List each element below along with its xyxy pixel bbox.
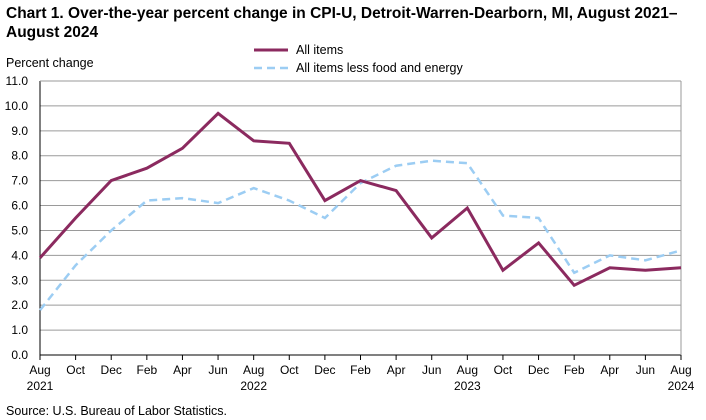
y-tick-label: 9.0 [11, 124, 28, 138]
y-tick-label: 6.0 [11, 199, 28, 213]
x-tick-label: Feb [564, 363, 585, 377]
y-tick-label: 10.0 [5, 99, 29, 113]
y-axis-label: Percent change [6, 56, 94, 70]
y-tick-label: 3.0 [11, 273, 28, 287]
x-tick-label: Aug [670, 363, 691, 377]
legend-label-1: All items [296, 43, 343, 57]
series-layer [38, 111, 682, 311]
x-tick-year: 2022 [240, 379, 267, 393]
legend: All items All items less food and energy [254, 43, 464, 75]
gridlines [40, 80, 681, 331]
x-tick-label: Oct [494, 363, 513, 377]
x-tick-year: 2021 [27, 379, 54, 393]
x-tick-label: Dec [101, 363, 122, 377]
x-tick-label: Aug [29, 363, 50, 377]
x-tick-label: Feb [136, 363, 157, 377]
x-tick-label: Dec [528, 363, 549, 377]
x-tick-label: Oct [66, 363, 85, 377]
legend-label-2: All items less food and energy [296, 61, 464, 75]
y-tick-label: 8.0 [11, 149, 28, 163]
y-tick-label: 1.0 [11, 323, 28, 337]
source-note: Source: U.S. Bureau of Labor Statistics. [6, 404, 227, 418]
x-tick-label: Apr [173, 363, 192, 377]
x-tick-label: Feb [350, 363, 371, 377]
y-tick-label: 4.0 [11, 248, 28, 262]
x-tick-label: Apr [387, 363, 406, 377]
x-tick-label: Apr [600, 363, 619, 377]
x-tick-label: Dec [314, 363, 335, 377]
x-axis-ticks: Aug 2021 Oct Dec Feb Apr Jun Aug 2022 Oct Dec Feb Ap… [27, 355, 695, 393]
y-tick-label: 7.0 [11, 174, 28, 188]
y-axis-ticks: 0.0 1.0 2.0 3.0 4.0 5.0 6.0 7.0 8.0 9.0 10.0 11.0 [5, 74, 29, 362]
y-tick-label: 0.0 [11, 348, 28, 362]
x-tick-label: Jun [208, 363, 227, 377]
y-tick-label: 2.0 [11, 298, 28, 312]
y-tick-label: 11.0 [6, 74, 29, 88]
series-line-1 [38, 111, 682, 288]
x-tick-label: Aug [243, 363, 264, 377]
x-tick-label: Aug [457, 363, 478, 377]
axes [39, 80, 682, 356]
chart-title: Chart 1. Over-the-year percent change in… [6, 5, 678, 41]
x-tick-year: 2024 [668, 379, 695, 393]
x-tick-label: Oct [280, 363, 299, 377]
x-tick-label: Jun [636, 363, 655, 377]
y-tick-label: 5.0 [11, 223, 28, 237]
x-tick-year: 2023 [454, 379, 481, 393]
x-tick-label: Jun [422, 363, 441, 377]
